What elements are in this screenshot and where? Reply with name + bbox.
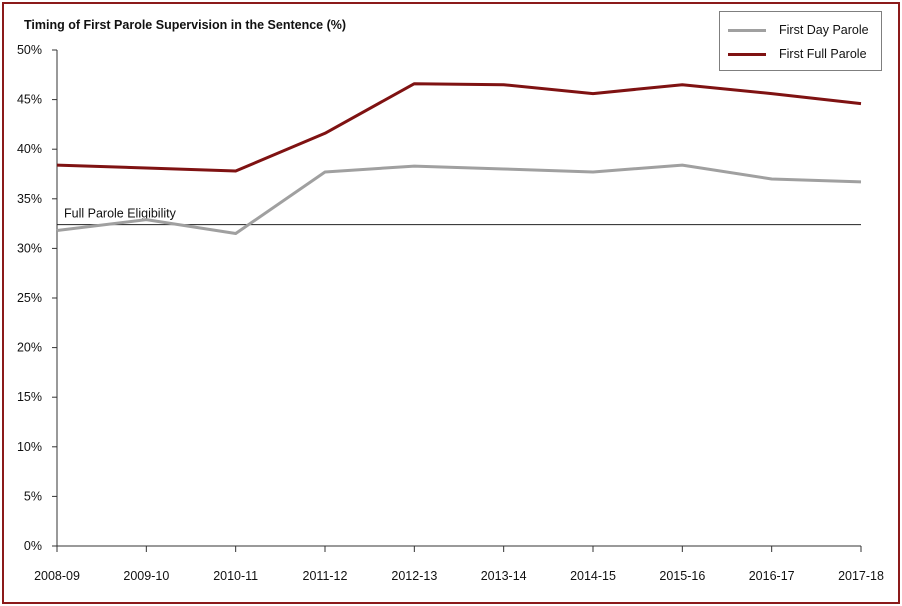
- y-tick-label: 0%: [24, 539, 42, 553]
- y-tick-label: 10%: [17, 440, 42, 454]
- x-tick-label: 2008-09: [34, 569, 80, 583]
- x-tick-label: 2009-10: [123, 569, 169, 583]
- chart-title: Timing of First Parole Supervision in th…: [24, 18, 347, 32]
- legend-item-first-full-parole: First Full Parole: [728, 44, 867, 64]
- legend-item-first-day-parole: First Day Parole: [728, 20, 869, 40]
- legend-swatch-first-full-parole: [728, 52, 766, 56]
- y-tick-label: 25%: [17, 291, 42, 305]
- series-line-first-day-parole: [56, 163, 862, 235]
- legend-swatch-first-day-parole: [728, 28, 766, 32]
- y-tick-label: 35%: [17, 192, 42, 206]
- y-tick-label: 5%: [24, 489, 42, 503]
- y-tick-label: 15%: [17, 390, 42, 404]
- chart-legend: First Day Parole First Full Parole: [719, 11, 882, 71]
- x-tick-label: 2012-13: [391, 569, 437, 583]
- series-line-first-full-parole: [56, 82, 862, 173]
- x-tick-label: 2016-17: [749, 569, 795, 583]
- reference-line-label: Full Parole Eligibility: [64, 207, 177, 221]
- y-tick-label: 50%: [17, 43, 42, 57]
- x-tick-label: 2010-11: [213, 569, 258, 583]
- y-tick-label: 20%: [17, 341, 42, 355]
- x-tick-label: 2015-16: [659, 569, 705, 583]
- legend-label-first-day-parole: First Day Parole: [779, 23, 869, 37]
- x-tick-label: 2014-15: [570, 569, 616, 583]
- y-tick-label: 45%: [17, 93, 42, 107]
- x-tick-label: 2013-14: [481, 569, 527, 583]
- legend-label-first-full-parole: First Full Parole: [779, 47, 867, 61]
- x-tick-label: 2011-12: [303, 569, 348, 583]
- x-tick-label: 2017-18: [838, 569, 884, 583]
- y-tick-label: 40%: [17, 142, 42, 156]
- y-tick-label: 30%: [17, 241, 42, 255]
